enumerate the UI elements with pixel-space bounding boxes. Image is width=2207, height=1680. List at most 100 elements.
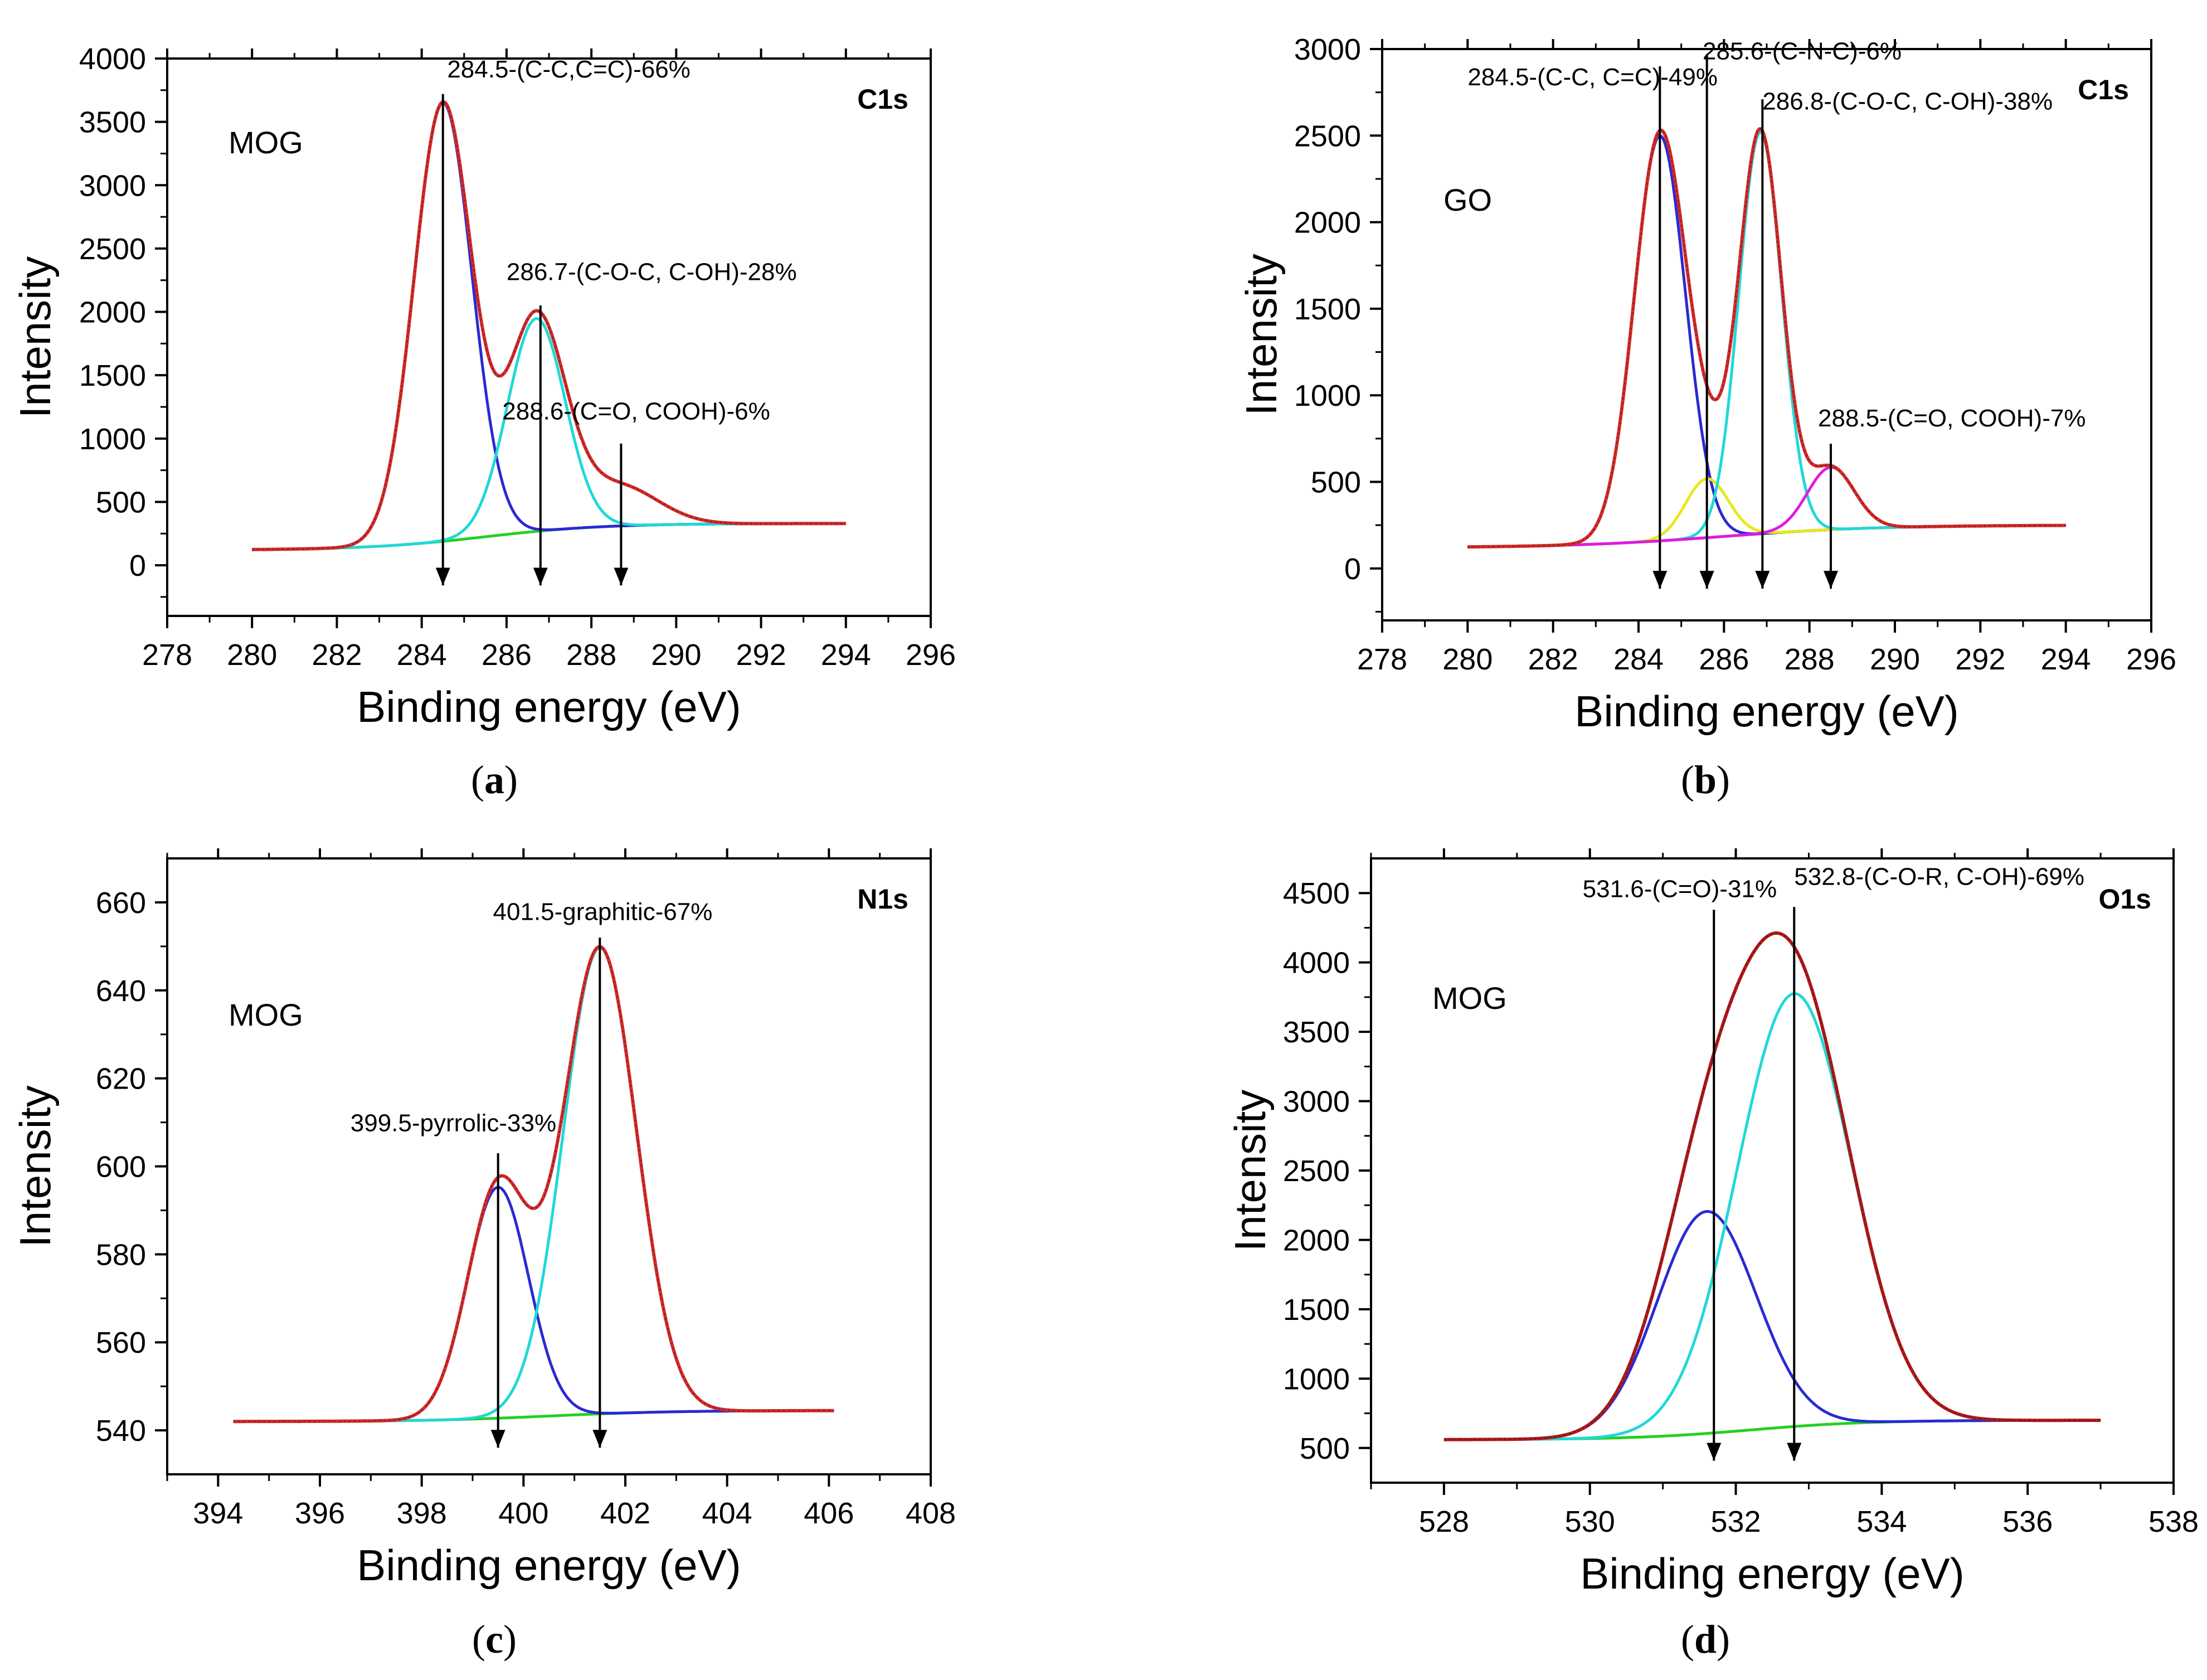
x-tick-label: 286	[1699, 643, 1749, 676]
x-tick-label: 400	[498, 1497, 548, 1530]
y-tick-label: 4000	[1283, 946, 1350, 980]
y-tick-label: 640	[96, 974, 146, 1008]
component-peak-curve	[1443, 1210, 2101, 1441]
x-tick-label: 286	[482, 638, 532, 672]
core-level-title: N1s	[857, 883, 908, 915]
chart-svg-b: 278 280 282 284 286 288 290 292 294 296 0 500 1000 15…	[1237, 33, 2176, 736]
y-tick-label: 4500	[1283, 877, 1350, 910]
x-tick-label: 532	[1710, 1505, 1761, 1538]
y-axis-label: Intensity	[1226, 1090, 1275, 1251]
panel-b-c1s-go: 278 280 282 284 286 288 290 292 294 296 0 500 1000 15…	[1115, 0, 2207, 736]
plot-frame	[166, 857, 932, 1475]
peak-annotation: 288.5-(C=O, COOH)-7%	[1818, 405, 2086, 432]
y-tick-label: 660	[96, 886, 146, 920]
sample-label: MOG	[229, 997, 303, 1032]
x-tick-label: 404	[702, 1497, 752, 1530]
x-tick-label: 284	[397, 638, 447, 672]
x-tick-label: 290	[1870, 643, 1920, 676]
x-tick-label: 278	[142, 638, 192, 672]
y-tick-label: 0	[1344, 552, 1361, 586]
y-tick-label: 4000	[79, 42, 146, 76]
y-tick-label: 3500	[79, 106, 146, 139]
sample-label: MOG	[1432, 980, 1507, 1016]
plot-frame	[1370, 857, 2175, 1484]
raw-data-points	[233, 946, 834, 1422]
y-tick-label: 500	[1311, 466, 1361, 499]
y-tick-label: 600	[96, 1150, 146, 1184]
x-axis-label: Binding energy (eV)	[1580, 1549, 1964, 1598]
caption-a: (a)	[471, 758, 518, 802]
x-axis-label: Binding energy (eV)	[357, 682, 741, 731]
y-tick-label: 1500	[1283, 1293, 1350, 1327]
y-tick-label: 620	[96, 1062, 146, 1096]
x-tick-label: 296	[906, 638, 956, 672]
x-tick-label: 396	[295, 1497, 345, 1530]
x-tick-label: 288	[566, 638, 616, 672]
y-tick-label: 500	[96, 485, 146, 519]
x-tick-label: 292	[1955, 643, 2005, 676]
x-tick-label: 402	[600, 1497, 650, 1530]
peak-annotation: 284.5-(C-C, C=C)-49%	[1467, 64, 1718, 91]
fitted-envelope-curve	[233, 945, 834, 1424]
x-tick-label: 294	[2041, 643, 2091, 676]
panel-a-c1s-mog: 278 280 282 284 286 288 290 292 294 296 0 500 1000 15…	[0, 0, 1092, 736]
y-axis-label: Intensity	[1237, 254, 1286, 415]
peak-annotation: 532.8-(C-O-R, C-OH)-69%	[1794, 863, 2084, 890]
y-tick-label: 0	[129, 549, 146, 582]
chart-svg-d: 528 530 532 534 536 538 500 1000 1500 2000 2500 300…	[1226, 848, 2199, 1598]
x-tick-label: 530	[1565, 1505, 1615, 1538]
component-peak-curve	[233, 946, 834, 1423]
fitted-envelope-curve	[252, 100, 846, 551]
peak-annotation: 284.5-(C-C,C=C)-66%	[447, 56, 690, 83]
caption-d: (d)	[1680, 1617, 1730, 1662]
peak-annotation: 401.5-graphitic-67%	[493, 899, 713, 926]
raw-data-points	[1443, 933, 2101, 1440]
y-axis-label: Intensity	[11, 256, 60, 418]
y-tick-label: 500	[1300, 1432, 1350, 1465]
x-tick-label: 394	[193, 1497, 243, 1530]
x-tick-label: 284	[1613, 643, 1664, 676]
component-peak-curve	[1467, 130, 2066, 548]
x-tick-label: 294	[821, 638, 871, 672]
x-axis-label: Binding energy (eV)	[357, 1541, 741, 1590]
peak-annotation: 286.8-(C-O-C, C-OH)-38%	[1762, 88, 2053, 115]
x-tick-label: 282	[312, 638, 362, 672]
x-tick-label: 528	[1419, 1505, 1469, 1538]
x-tick-label: 282	[1528, 643, 1578, 676]
y-tick-label: 580	[96, 1238, 146, 1271]
y-tick-label: 1000	[79, 423, 146, 456]
y-tick-label: 3000	[1294, 33, 1361, 66]
core-level-title: O1s	[2098, 883, 2151, 915]
y-tick-label: 560	[96, 1326, 146, 1359]
y-axis-label: Intensity	[11, 1085, 60, 1247]
x-tick-label: 278	[1357, 643, 1407, 676]
y-tick-label: 2500	[1294, 119, 1361, 153]
component-peak-curve	[1467, 134, 2066, 548]
y-tick-label: 1000	[1283, 1362, 1350, 1396]
x-tick-label: 292	[736, 638, 786, 672]
component-peak-curve	[1467, 465, 2066, 548]
y-tick-label: 3000	[79, 169, 146, 202]
core-level-title: C1s	[2078, 74, 2129, 105]
caption-c: (c)	[472, 1617, 517, 1662]
x-tick-label: 406	[804, 1497, 854, 1530]
y-tick-label: 2500	[1283, 1154, 1350, 1188]
y-tick-label: 2000	[1283, 1223, 1350, 1257]
x-tick-label: 538	[2148, 1505, 2199, 1538]
peak-annotation: 288.6-(C=O, COOH)-6%	[502, 398, 770, 425]
raw-data-points	[1467, 128, 2066, 548]
peak-annotation: 285.6-(C-N-C)-6%	[1703, 38, 1902, 65]
peak-annotation: 531.6-(C=O)-31%	[1583, 876, 1777, 903]
x-tick-label: 296	[2126, 643, 2176, 676]
core-level-title: C1s	[857, 84, 908, 115]
x-tick-label: 280	[1442, 643, 1493, 676]
y-tick-label: 2500	[79, 232, 146, 266]
chart-svg-c: 394 396 398 400 402 404 406 408 540 560 580 600 620 6…	[11, 848, 956, 1590]
x-tick-label: 534	[1856, 1505, 1907, 1538]
y-tick-label: 2000	[79, 296, 146, 329]
sample-label: GO	[1443, 182, 1492, 217]
component-peak-curve	[233, 1186, 834, 1423]
y-tick-label: 1000	[1294, 379, 1361, 412]
y-tick-label: 540	[96, 1414, 146, 1448]
